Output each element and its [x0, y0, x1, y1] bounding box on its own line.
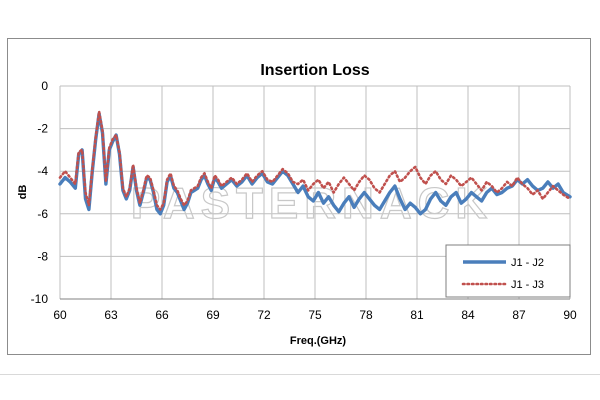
x-tick-label: 72: [257, 308, 271, 322]
legend-label-1: J1 - J2: [511, 257, 544, 269]
x-tick-label: 69: [206, 308, 220, 322]
x-tick-label: 63: [104, 308, 118, 322]
y-tick-labels: 0 -2 -4 -6 -8 -10: [31, 79, 49, 306]
x-tick-label: 66: [155, 308, 169, 322]
legend: J1 - J2 J1 - J3: [445, 244, 571, 298]
y-tick-label: 0: [41, 79, 48, 93]
x-tick-label: 75: [308, 308, 322, 322]
legend-box: [445, 244, 571, 298]
y-tick-label: -8: [37, 249, 48, 263]
legend-label-2: J1 - J3: [511, 279, 544, 291]
bottom-divider: [0, 374, 600, 375]
y-tick-label: -6: [37, 207, 48, 221]
x-tick-label: 87: [512, 308, 526, 322]
y-tick-label: -2: [37, 122, 48, 136]
x-tick-label: 90: [563, 308, 577, 322]
x-tick-label: 78: [359, 308, 373, 322]
x-tick-labels: 60 63 66 69 72 75 78 81 84 87 90: [53, 308, 577, 322]
x-tick-label: 81: [410, 308, 424, 322]
y-tick-label: -4: [37, 164, 48, 178]
chart-title: Insertion Loss: [260, 62, 369, 79]
y-axis-label: dB: [17, 185, 29, 200]
x-axis-label: Freq.(GHz): [290, 335, 347, 347]
y-tick-label: -10: [31, 292, 49, 306]
series-layer: [58, 110, 572, 216]
x-tick-label: 60: [53, 308, 67, 322]
x-tick-label: 84: [461, 308, 475, 322]
chart-frame: [7, 38, 591, 355]
series-line-2: [58, 110, 572, 211]
